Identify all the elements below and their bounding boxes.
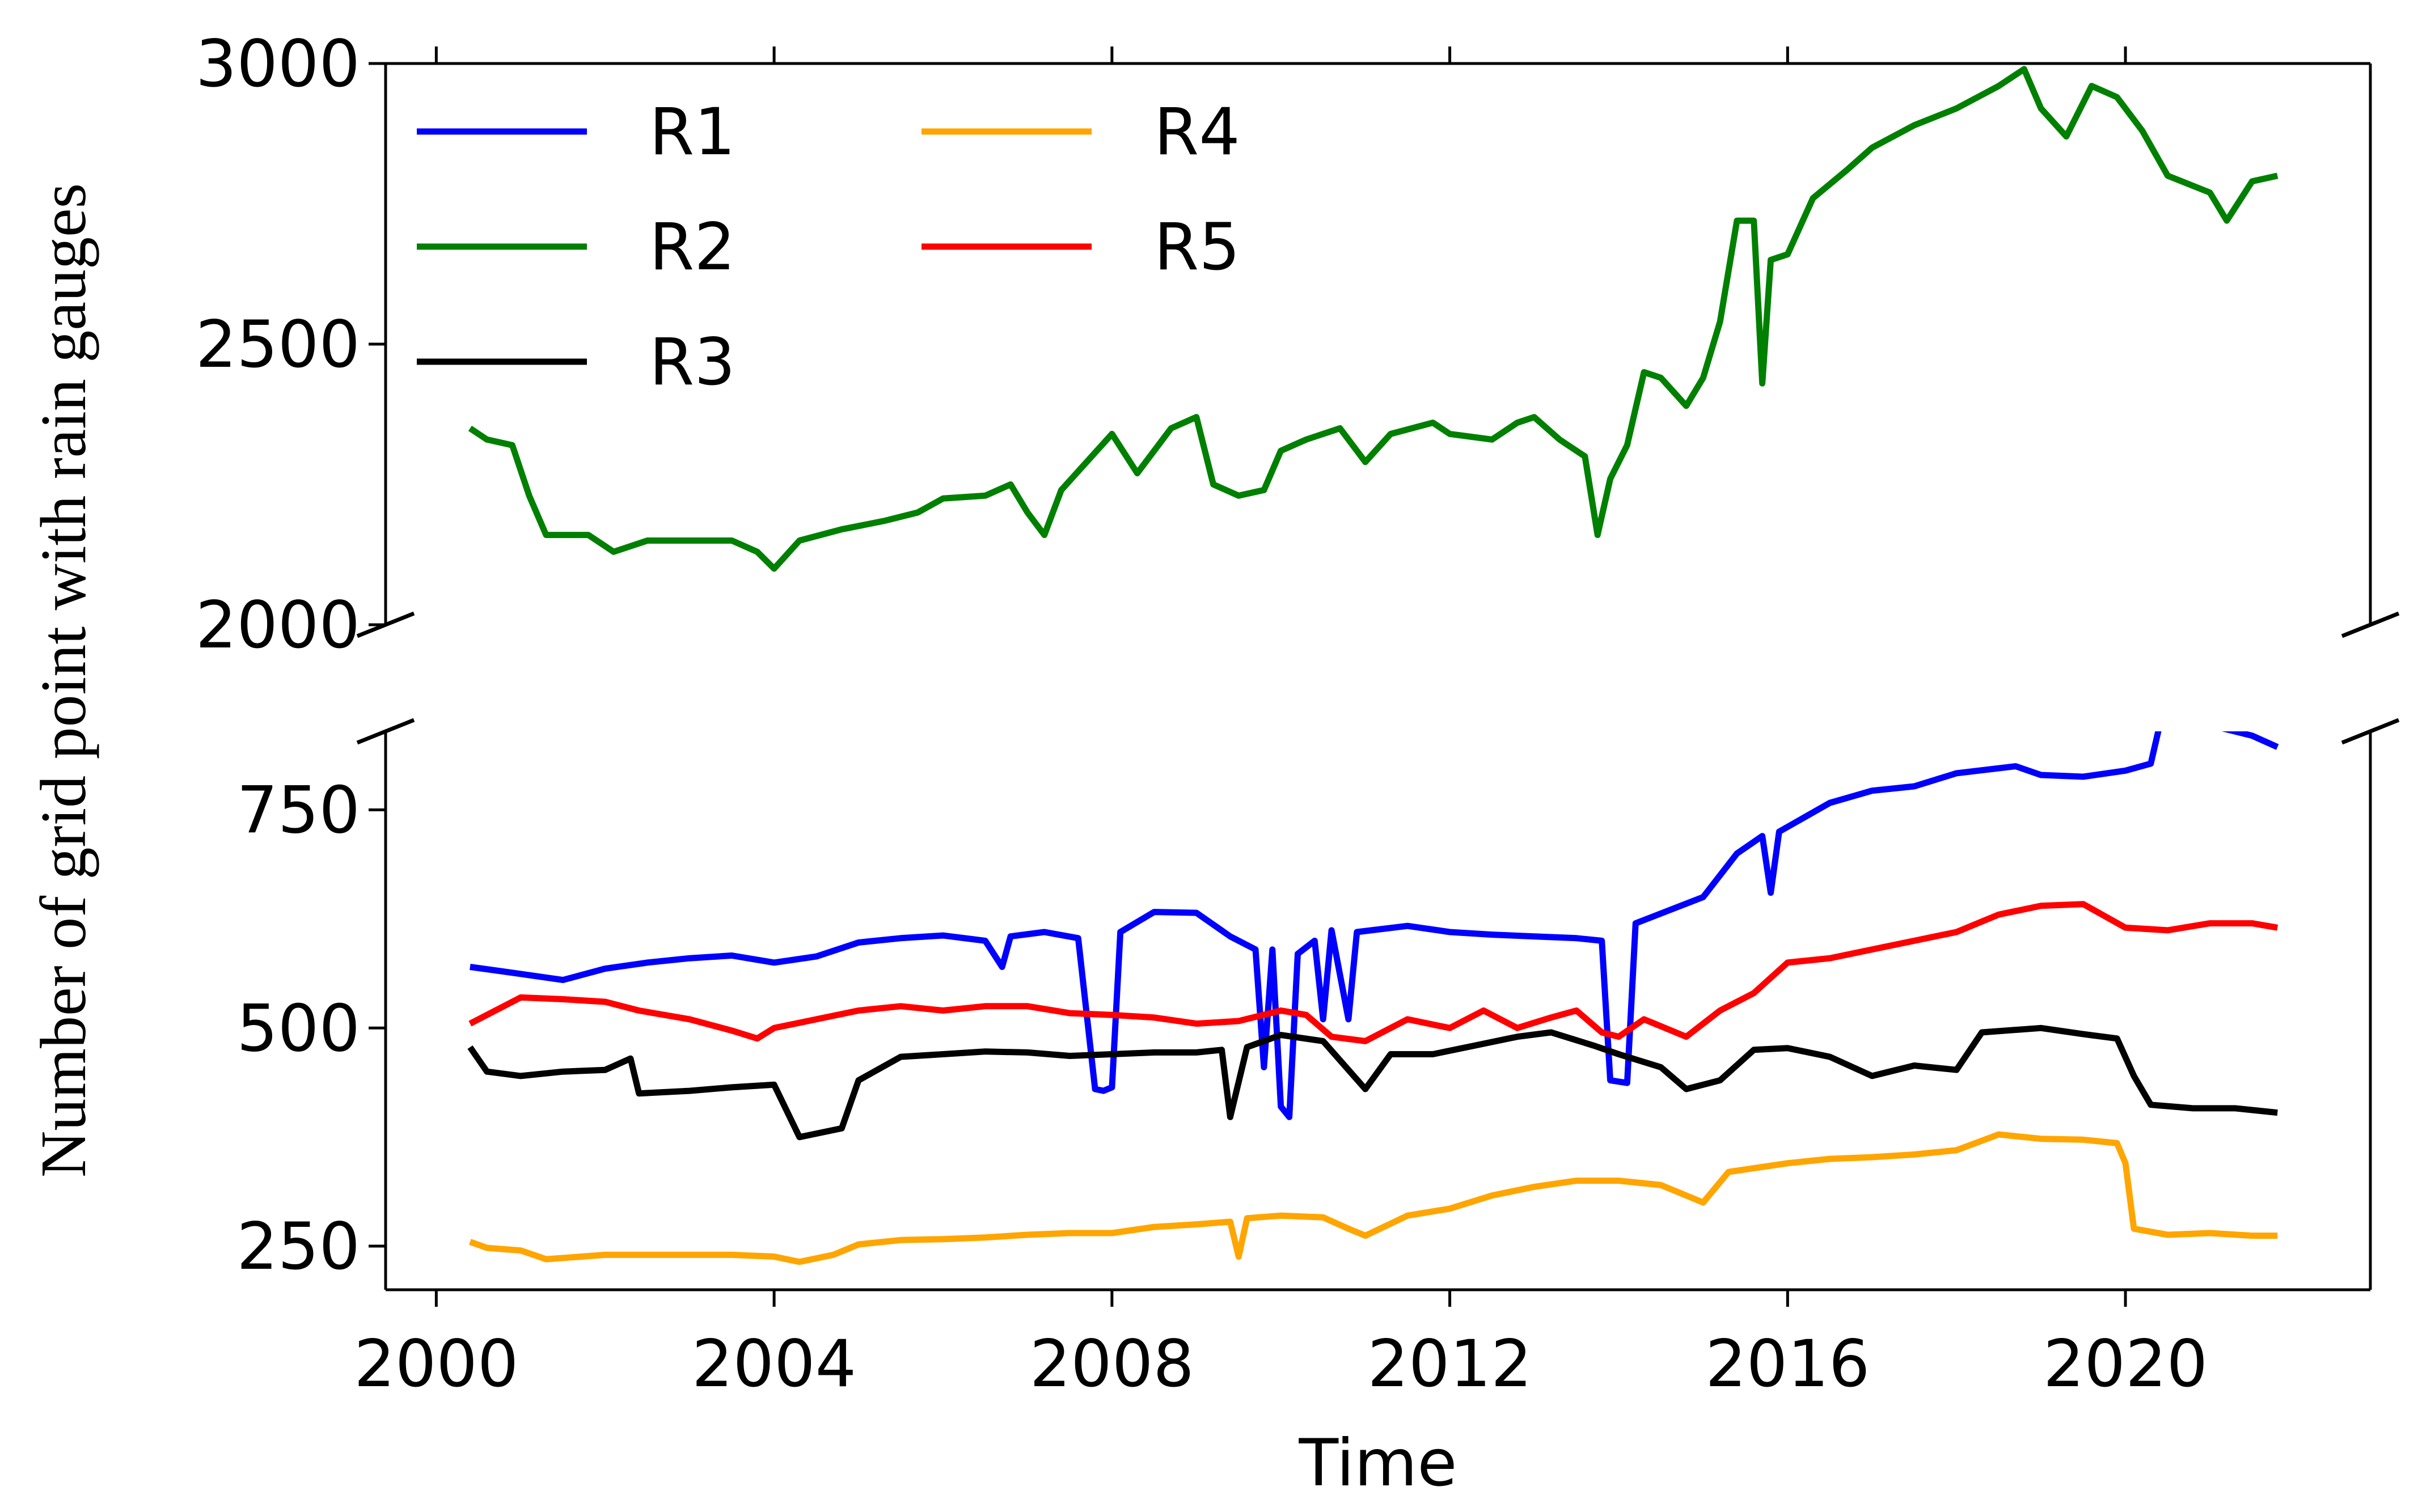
legend: R1 R2 R3 R4 R5 xyxy=(417,94,1240,400)
x-tick-label: 2000 xyxy=(354,1326,518,1401)
series-line-r2 xyxy=(468,66,2278,572)
y-axis-title: Number of grid point with rain gauges xyxy=(27,183,99,1178)
lower-panel: 250 500 750 xyxy=(236,731,2372,1307)
upper-y-tick-label: 2500 xyxy=(196,307,360,382)
legend-label-r5: R5 xyxy=(1154,209,1240,285)
upper-y-tick-label: 3000 xyxy=(196,26,360,101)
series-line-r5 xyxy=(468,901,2278,1044)
break-mark-upper-right xyxy=(2341,611,2400,638)
break-mark-lower-left xyxy=(356,718,415,745)
x-tick-label: 2016 xyxy=(1705,1326,1870,1401)
lower-y-tick-label: 500 xyxy=(236,990,360,1066)
legend-label-r1: R1 xyxy=(649,94,735,170)
series-line-r3 xyxy=(467,1024,2278,1141)
series-line-r1 xyxy=(470,731,2279,1120)
x-axis-title: Time xyxy=(1299,1425,1457,1501)
x-tick-label: 2012 xyxy=(1368,1326,1532,1401)
break-mark-upper-left xyxy=(356,611,415,638)
axis-break-marks xyxy=(356,611,2400,745)
legend-label-r4: R4 xyxy=(1154,94,1240,170)
upper-panel: 2000 2500 3000 xyxy=(196,26,2372,663)
lower-y-tick-label: 750 xyxy=(236,773,360,848)
x-tick-label: 2004 xyxy=(692,1326,856,1401)
legend-label-r3: R3 xyxy=(649,324,735,400)
series-line-r4 xyxy=(469,1131,2278,1265)
legend-label-r2: R2 xyxy=(649,209,735,285)
upper-y-tick-label: 2000 xyxy=(196,587,360,663)
x-tick-label: 2008 xyxy=(1030,1326,1194,1401)
lower-y-tick-label: 250 xyxy=(236,1209,360,1284)
x-tick-label: 2020 xyxy=(2043,1326,2208,1401)
break-mark-lower-right xyxy=(2341,718,2400,745)
